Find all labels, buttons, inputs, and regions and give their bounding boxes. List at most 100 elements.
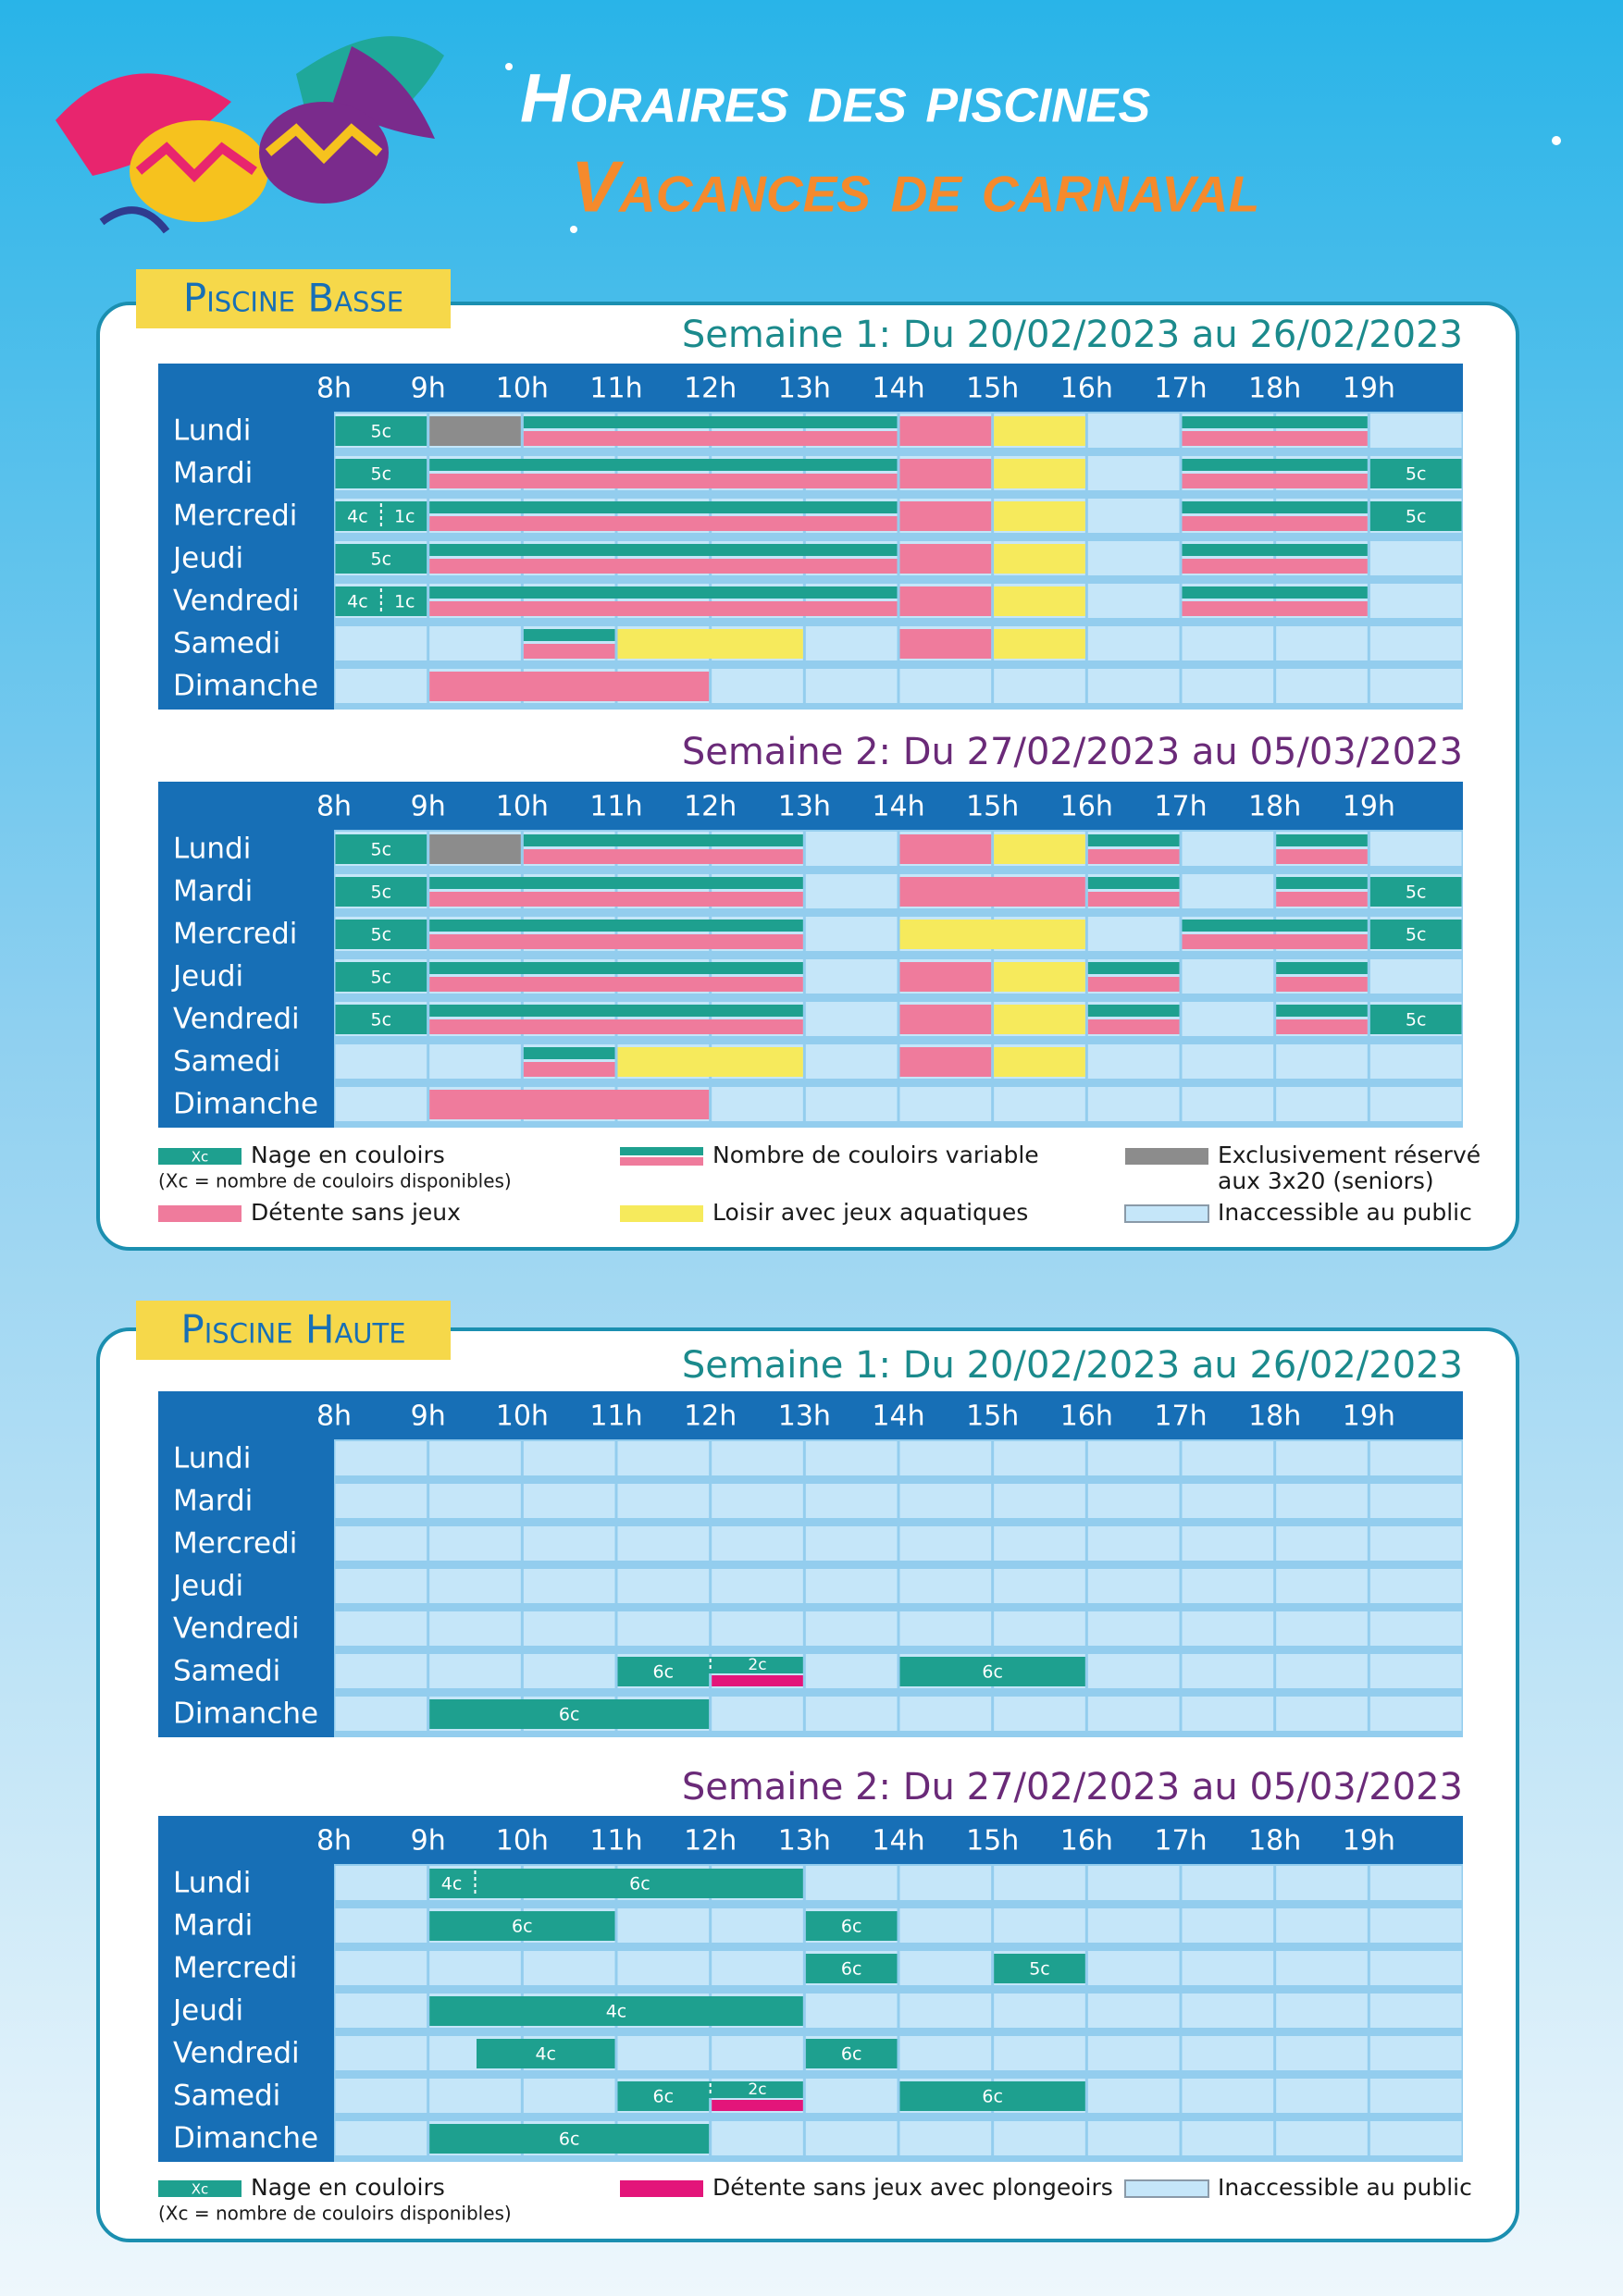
slot-label: 5c [371,464,392,485]
closed-cell [1182,1654,1274,1688]
day-label: Vendredi [173,2037,300,2070]
variable-lanes-top [1182,544,1368,556]
variable-lanes-top [429,877,803,889]
lanes-slot [335,877,427,907]
relax-slot [899,962,992,992]
closed-cell [523,1484,615,1518]
leisure-slot [899,920,1085,949]
closed-cell [899,1569,992,1603]
day-label: Lundi [173,1867,251,1900]
closed-cell [994,1611,1085,1646]
lanes-slot [335,834,427,864]
closed-cell [994,1087,1085,1121]
lanes-slot [1369,501,1462,531]
closed-cell [429,1569,521,1603]
row-stripe [334,1567,1463,1610]
hour-label: 10h [496,373,549,405]
closed-cell [712,1484,803,1518]
closed-cell [335,1526,427,1561]
closed-cell [899,1484,992,1518]
closed-cell [805,917,898,951]
day-label: Lundi [173,833,251,866]
closed-cell [712,2121,803,2155]
closed-cell [1182,1087,1274,1121]
lanes-slot [382,586,427,616]
closed-cell [617,1908,710,1943]
slot-label: 4c [606,2002,627,2022]
relax-slot [899,416,992,446]
legend-swatch [620,1205,703,1222]
closed-cell [712,1526,803,1561]
closed-cell [335,1994,427,2028]
hour-label: 15h [966,1401,1019,1433]
variable-lanes-bottom [429,474,898,488]
hour-label: 11h [589,1401,642,1433]
hour-label: 19h [1343,1401,1395,1433]
closed-cell [1369,959,1462,994]
relax-slot [899,877,1085,907]
closed-cell [899,1611,992,1646]
closed-cell [1087,669,1180,703]
relax-slot [899,834,992,864]
hour-label: 8h [316,373,352,405]
closed-cell [805,2121,898,2155]
legend-label: Nage en couloirs [251,2174,445,2201]
closed-cell [899,1994,992,2028]
lanes-slot [335,962,427,992]
closed-cell [617,1526,710,1561]
closed-cell [1369,2121,1462,2155]
row-stripe [334,1439,1463,1482]
lanes-slot [1369,1005,1462,1034]
hour-label: 12h [684,1825,737,1858]
closed-cell [1087,1441,1180,1475]
hour-label: 18h [1248,1401,1301,1433]
closed-cell [429,1484,521,1518]
slot-label: 5c [1406,464,1427,485]
variable-lanes-bottom [429,934,803,949]
slot-label: 5c [371,883,392,903]
legend-label: Détente sans jeux avec plongeoirs [712,2174,1113,2201]
lanes-slot [477,2039,615,2068]
closed-cell [1182,2036,1274,2070]
variable-lanes-bottom [1182,934,1368,949]
closed-cell [429,2079,521,2113]
carnival-masks [56,36,444,234]
closed-cell [1087,499,1180,533]
hour-label: 16h [1060,791,1113,823]
variable-lanes-bottom [1182,474,1368,488]
closed-cell [1182,2121,1274,2155]
closed-cell [712,669,803,703]
lanes-slot [429,1869,474,1898]
variable-lanes-top [429,501,898,513]
closed-cell [1182,1908,1274,1943]
lanes-slot [1369,459,1462,488]
hour-label: 17h [1154,373,1207,405]
slot-label: 5c [371,968,392,988]
day-label: Lundi [173,1442,251,1475]
relax-slot [429,1090,710,1119]
hour-label: 15h [966,373,1019,405]
closed-cell [429,1951,521,1985]
slot-label: 5c [1406,883,1427,903]
row-stripe [334,1043,1463,1085]
closed-cell [994,1908,1085,1943]
variable-lanes-top [1087,962,1180,974]
leisure-slot [994,1005,1085,1034]
lanes-slot [429,2124,710,2154]
closed-cell [805,2079,898,2113]
closed-cell [805,874,898,908]
closed-cell [429,1654,521,1688]
closed-cell [1182,669,1274,703]
day-label: Mercredi [173,918,297,951]
closed-cell [1369,1044,1462,1079]
closed-cell [1087,1087,1180,1121]
closed-cell [1276,1441,1368,1475]
closed-cell [805,1866,898,1900]
legend-note: aux 3x20 (seniors) [1218,1167,1434,1194]
slot-label: 5c [371,1010,392,1031]
hour-label: 10h [496,1825,549,1858]
variable-lanes-bottom [523,849,803,864]
closed-cell [1182,1002,1274,1036]
hour-label: 19h [1343,373,1395,405]
